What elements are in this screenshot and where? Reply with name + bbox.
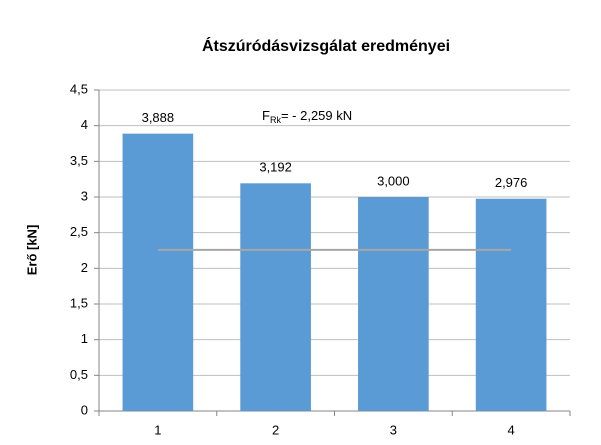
annotation-symbol: F [262,108,270,123]
y-tick-label: 2,5 [70,224,88,239]
x-tick-label: 3 [390,422,397,437]
y-tick-label: 4 [81,117,88,132]
y-axis-label: Erő [kN] [24,225,39,276]
data-label: 3,192 [259,160,292,175]
chart-title: Átszúródásvizsgálat eredményei [202,36,450,55]
x-tick-label: 1 [154,422,161,437]
data-label: 2,976 [495,175,528,190]
bar [358,197,429,411]
bar [240,183,311,411]
y-tick-label: 0,5 [70,367,88,382]
y-tick-label: 1,5 [70,295,88,310]
bar [475,198,547,411]
data-label: 3,888 [142,110,175,125]
x-tick-label: 4 [508,422,515,437]
y-tick-label: 1 [81,331,88,346]
y-tick-label: 3 [81,188,88,203]
data-label: 3,000 [377,173,410,188]
y-tick-label: 0 [81,402,88,417]
x-tick-label: 2 [272,422,279,437]
annotation-text: = - 2,259 kN [281,108,352,123]
y-tick-label: 3,5 [70,153,88,168]
annotation-subscript: Rk [270,115,281,125]
y-tick-label: 2 [81,260,88,275]
y-tick-label: 4,5 [70,81,88,96]
annotation: FRk= - 2,259 kN [262,108,352,125]
bar [122,133,194,411]
